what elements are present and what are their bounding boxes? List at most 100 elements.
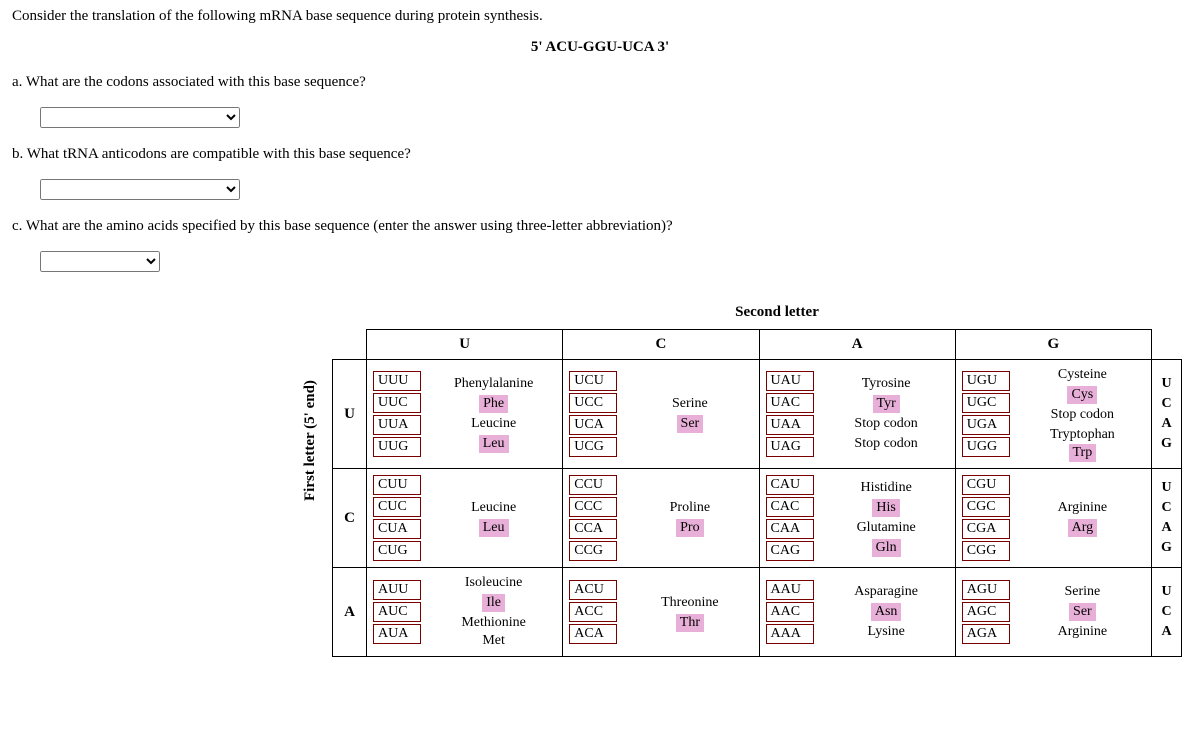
amino-label: Proline bbox=[627, 499, 752, 517]
answer-b-select[interactable] bbox=[40, 179, 240, 200]
codon-table-wrap: First letter (5' end) Third letter (3' e… bbox=[332, 304, 1182, 657]
amino-label: Ile bbox=[431, 594, 556, 612]
codon-box: AGA bbox=[962, 624, 1010, 644]
row-head-U: U bbox=[333, 360, 367, 469]
amino-label: TryptophanTrp bbox=[1020, 426, 1145, 462]
codon-box: CAA bbox=[766, 519, 814, 539]
codon-box: AGU bbox=[962, 580, 1010, 600]
codon-box: UAA bbox=[766, 415, 814, 435]
codon-cell: CGUCGCCGACGG Arginine Arg bbox=[955, 469, 1151, 568]
codon-cell: UCUUCCUCAUCGSerineSer bbox=[563, 360, 759, 469]
intro-text: Consider the translation of the followin… bbox=[12, 8, 1188, 25]
codon-cell: AUUAUCAUA Isoleucine Ile MethionineMet bbox=[367, 568, 563, 657]
col-head-A: A bbox=[759, 330, 955, 360]
amino-label: Serine bbox=[1020, 583, 1145, 601]
amino-label: Threonine bbox=[627, 594, 752, 612]
codon-box: CUG bbox=[373, 541, 421, 561]
codon-box: CGU bbox=[962, 475, 1010, 495]
amino-label: Gln bbox=[824, 539, 949, 557]
amino-label: Pro bbox=[627, 519, 752, 537]
codon-cell: ACUACCACA Threonine Thr bbox=[563, 568, 759, 657]
codon-box: CCA bbox=[569, 519, 617, 539]
codon-box: UAC bbox=[766, 393, 814, 413]
amino-label: Histidine bbox=[824, 479, 949, 497]
codon-box: CAG bbox=[766, 541, 814, 561]
codon-box: UCC bbox=[569, 393, 617, 413]
codon-box: ACC bbox=[569, 602, 617, 622]
amino-label: Cysteine bbox=[1020, 366, 1145, 384]
question-b: b. What tRNA anticodons are compatible w… bbox=[12, 146, 1188, 163]
amino-label: Phe bbox=[431, 395, 556, 413]
col-head-U: U bbox=[367, 330, 563, 360]
answer-c-select[interactable] bbox=[40, 251, 160, 272]
amino-label: Leucine bbox=[431, 415, 556, 433]
codon-cell: UGUUGCUGAUGGCysteineCysStop codonTryptop… bbox=[955, 360, 1151, 469]
amino-label: Cys bbox=[1020, 386, 1145, 404]
codon-cell: UUUUUCUUAUUGPhenylalaninePheLeucineLeu bbox=[367, 360, 563, 469]
amino-label: Arg bbox=[1020, 519, 1145, 537]
amino-label: Stop codon bbox=[1020, 406, 1145, 424]
row-head-A: A bbox=[333, 568, 367, 657]
amino-label: Asn bbox=[824, 603, 949, 621]
codon-box: UUA bbox=[373, 415, 421, 435]
amino-label: Serine bbox=[627, 395, 752, 413]
amino-label: Phenylalanine bbox=[431, 375, 556, 393]
answer-a-select[interactable] bbox=[40, 107, 240, 128]
codon-box: UUU bbox=[373, 371, 421, 391]
codon-box: CUC bbox=[373, 497, 421, 517]
amino-label: Asparagine bbox=[824, 583, 949, 601]
codon-box: CGC bbox=[962, 497, 1010, 517]
amino-label: Stop codon bbox=[824, 415, 949, 433]
codon-cell: AAUAACAAAAsparagineAsnLysine bbox=[759, 568, 955, 657]
first-letter-label: First letter (5' end) bbox=[302, 380, 319, 501]
amino-label: Tyrosine bbox=[824, 375, 949, 393]
codon-cell: AGUAGCAGASerineSerArginine bbox=[955, 568, 1151, 657]
amino-label: Isoleucine bbox=[431, 574, 556, 592]
codon-box: ACU bbox=[569, 580, 617, 600]
amino-label: Leucine bbox=[431, 499, 556, 517]
codon-box: AAA bbox=[766, 624, 814, 644]
codon-box: CAC bbox=[766, 497, 814, 517]
codon-box: CAU bbox=[766, 475, 814, 495]
codon-box: AAU bbox=[766, 580, 814, 600]
codon-box: UCA bbox=[569, 415, 617, 435]
codon-cell: CUUCUCCUACUGLeucineLeu bbox=[367, 469, 563, 568]
amino-label: MethionineMet bbox=[431, 614, 556, 650]
amino-label: Ser bbox=[627, 415, 752, 433]
amino-label: Lysine bbox=[824, 623, 949, 641]
codon-box: UAU bbox=[766, 371, 814, 391]
amino-label: Arginine bbox=[1020, 623, 1145, 641]
col-head-G: G bbox=[955, 330, 1151, 360]
question-a: a. What are the codons associated with t… bbox=[12, 74, 1188, 91]
codon-box: UAG bbox=[766, 437, 814, 457]
amino-label: Stop codon bbox=[824, 435, 949, 453]
third-letter-col: UCA bbox=[1152, 568, 1182, 657]
codon-box: UCG bbox=[569, 437, 617, 457]
codon-box: ACA bbox=[569, 624, 617, 644]
row-head-C: C bbox=[333, 469, 367, 568]
codon-box: UUC bbox=[373, 393, 421, 413]
codon-cell: UAUUACUAAUAG Tyrosine Tyr Stop codon Stop co… bbox=[759, 360, 955, 469]
codon-box: AUA bbox=[373, 624, 421, 644]
amino-label: Tyr bbox=[824, 395, 949, 413]
amino-label: His bbox=[824, 499, 949, 517]
third-letter-col: UCAG bbox=[1152, 469, 1182, 568]
codon-box: CGG bbox=[962, 541, 1010, 561]
codon-box: AUU bbox=[373, 580, 421, 600]
codon-box: CUA bbox=[373, 519, 421, 539]
codon-box: UGC bbox=[962, 393, 1010, 413]
mrna-sequence: 5' ACU-GGU-UCA 3' bbox=[12, 39, 1188, 56]
codon-box: CCG bbox=[569, 541, 617, 561]
codon-box: CUU bbox=[373, 475, 421, 495]
codon-box: AGC bbox=[962, 602, 1010, 622]
codon-box: UGU bbox=[962, 371, 1010, 391]
codon-table: U C A G UUUUUUCUUAUUGPhenylalaninePheLeu… bbox=[332, 329, 1182, 657]
codon-box: AUC bbox=[373, 602, 421, 622]
codon-box: CGA bbox=[962, 519, 1010, 539]
amino-label: Thr bbox=[627, 614, 752, 632]
codon-box: CCC bbox=[569, 497, 617, 517]
col-head-C: C bbox=[563, 330, 759, 360]
amino-label: Arginine bbox=[1020, 499, 1145, 517]
question-c: c. What are the amino acids specified by… bbox=[12, 218, 1188, 235]
amino-label: Glutamine bbox=[824, 519, 949, 537]
